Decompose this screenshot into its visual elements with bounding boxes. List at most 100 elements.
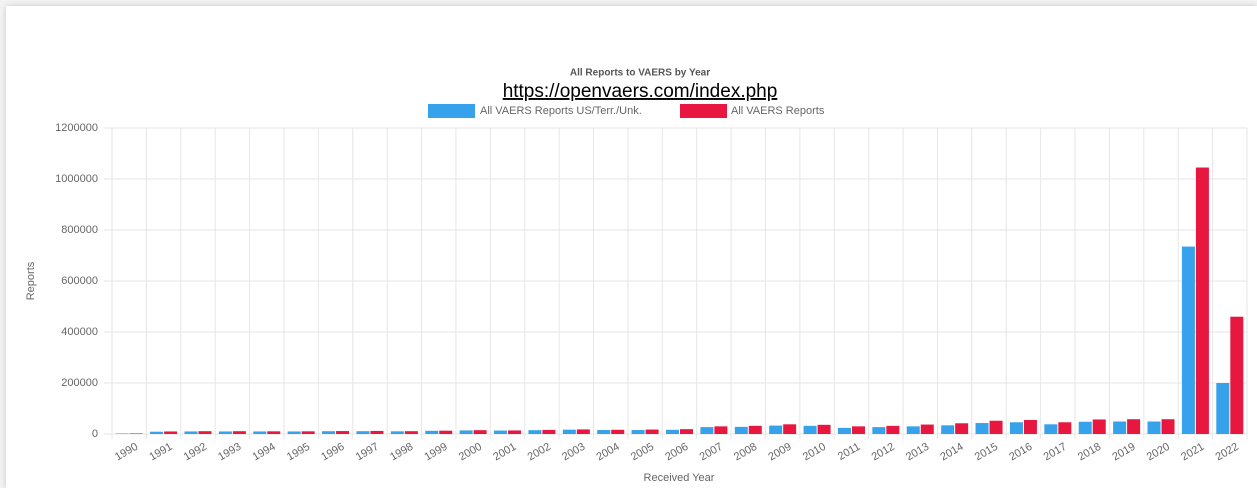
bar [218,431,232,434]
x-tick-label: 2010 [801,441,828,464]
bar [562,429,576,434]
bar [184,431,198,434]
bar [542,429,556,434]
bar [1127,419,1141,434]
y-tick-label: 800000 [61,224,98,236]
x-tick-label: 1992 [182,441,209,464]
bar [1009,422,1023,434]
bar [851,426,865,434]
bar [803,425,817,434]
bar [920,424,934,434]
x-tick-label: 2011 [836,441,862,463]
x-tick-label: 2007 [698,441,725,464]
x-tick-label: 1997 [354,441,381,464]
bar [253,431,267,434]
bar [1161,419,1175,434]
x-tick-label: 2000 [457,441,484,464]
bar [267,431,281,434]
bar [597,430,611,434]
bar [404,431,418,434]
x-tick-label: 2016 [1007,441,1034,464]
source-link[interactable]: https://openvaers.com/index.php [503,81,778,102]
bar [783,424,797,434]
bar [714,426,728,434]
chart-card [6,6,1257,488]
bar [989,420,1003,434]
bar [322,431,336,434]
x-tick-label: 2019 [1110,441,1137,464]
bar [631,430,645,434]
x-tick-label: 2002 [526,441,553,464]
bar [1058,422,1072,434]
bar [680,429,693,434]
y-tick-label: 1000000 [55,173,98,185]
bar [748,425,762,434]
x-tick-label: 1993 [216,441,243,464]
bar [115,433,129,434]
bar [1092,419,1106,434]
x-tick-label: 1991 [147,441,174,464]
x-tick-label: 2017 [1042,441,1069,464]
x-tick-label: 2018 [1076,441,1103,464]
chart-title: All Reports to VAERS by Year [570,68,710,79]
bar [941,425,955,434]
y-tick-label: 1200000 [55,122,98,134]
bar [1113,421,1127,434]
bar [955,423,969,434]
x-tick-label: 2009 [766,441,793,464]
bar [439,430,453,434]
bar [611,429,625,434]
bar [356,431,370,434]
bar [1023,419,1037,434]
bar [975,423,989,434]
x-tick-label: 2001 [491,441,518,464]
x-tick-label: 2005 [629,441,656,464]
legend-label: All VAERS Reports US/Terr./Unk. [480,105,642,117]
bar [528,430,542,434]
legend-swatch [680,104,727,118]
x-tick-label: 2012 [870,441,897,464]
x-tick-label: 2014 [938,441,965,464]
bar [872,427,886,434]
bar [150,431,164,434]
x-tick-label: 2021 [1179,441,1206,464]
bar [1195,167,1209,434]
bar [666,429,679,434]
x-axis-title: Received Year [644,472,715,484]
x-tick-label: 1996 [319,441,346,464]
x-tick-label: 2004 [594,441,621,464]
x-tick-label: 2022 [1214,441,1241,464]
legend-swatch [428,104,475,118]
bar [837,427,851,434]
bar [817,424,831,434]
bar [1181,246,1195,434]
x-tick-label: 2013 [904,441,931,464]
bar [1078,421,1092,434]
bar [129,433,143,434]
bar [232,431,246,434]
bar [700,427,714,434]
bar [1216,383,1230,434]
bar [906,426,920,434]
x-tick-label: 2008 [732,441,759,464]
bar [198,431,212,434]
x-tick-label: 2003 [560,441,587,464]
bar [734,426,748,434]
x-tick-label: 1998 [388,441,415,464]
bar [769,425,783,434]
bar [886,425,900,434]
y-tick-label: 200000 [61,377,98,389]
y-tick-label: 0 [92,428,98,440]
bar [425,430,439,434]
bar [508,430,522,434]
bar [1044,424,1058,434]
bar [1147,421,1161,434]
bar [576,429,590,434]
x-tick-label: 2006 [663,441,690,464]
x-tick-label: 1990 [113,441,140,464]
legend-label: All VAERS Reports [731,105,825,117]
y-axis-title: Reports [25,261,37,300]
bar [336,431,350,434]
